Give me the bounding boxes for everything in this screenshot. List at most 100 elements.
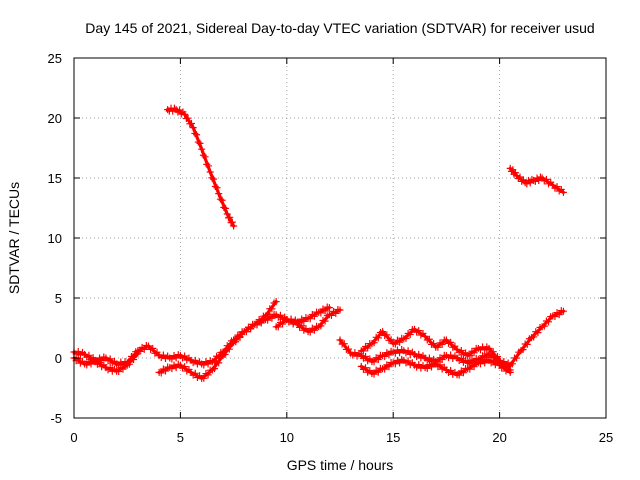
data-point-interp	[215, 359, 223, 367]
data-point	[325, 304, 333, 312]
series-track-i	[506, 164, 567, 196]
data-point-interp	[276, 311, 284, 319]
data-point-interp	[415, 350, 423, 358]
data-point-interp	[500, 363, 508, 371]
x-tick-label: 25	[599, 430, 613, 445]
data-layer	[70, 104, 567, 382]
data-point	[336, 306, 344, 314]
data-point-interp	[489, 357, 497, 365]
data-point-interp	[181, 352, 189, 360]
y-axis-label: SDTVAR / TECUs	[6, 182, 22, 294]
data-point-interp	[531, 177, 539, 185]
data-point-interp	[74, 355, 82, 363]
data-point-interp	[327, 311, 335, 319]
data-point-interp	[187, 119, 195, 127]
data-point-interp	[211, 182, 219, 190]
data-point	[164, 106, 172, 114]
data-point-interp	[534, 329, 542, 337]
data-point-interp	[130, 356, 138, 363]
data-point-interp	[374, 334, 382, 342]
data-point-interp	[218, 196, 226, 204]
data-point	[336, 336, 344, 344]
data-point	[506, 368, 514, 376]
data-point-interp	[383, 331, 391, 339]
data-point-interp	[459, 369, 467, 377]
data-point-interp	[201, 153, 209, 161]
data-point-interp	[362, 364, 370, 372]
data-point-interp	[106, 355, 114, 363]
x-tick-label: 10	[280, 430, 294, 445]
data-point-interp	[264, 311, 272, 319]
data-point-interp	[340, 340, 348, 348]
data-point-interp	[455, 371, 463, 379]
data-point-interp	[402, 334, 410, 342]
data-point-interp	[210, 365, 218, 373]
data-point	[215, 190, 223, 198]
x-tick-label: 0	[70, 430, 77, 445]
data-point-interp	[519, 346, 527, 354]
data-point-interp	[232, 338, 240, 346]
data-point-interp	[359, 347, 367, 355]
data-point	[181, 110, 189, 118]
data-point-interp	[184, 114, 192, 122]
chart-title: Day 145 of 2021, Sidereal Day-to-day VTE…	[85, 20, 594, 36]
x-axis-label: GPS time / hours	[287, 457, 394, 473]
data-point-interp	[191, 369, 199, 377]
data-point-interp	[381, 365, 389, 373]
data-point	[230, 222, 238, 230]
data-point-interp	[370, 358, 378, 366]
data-point-interp	[220, 203, 228, 211]
data-point-interp	[536, 173, 544, 181]
data-point-interp	[306, 315, 314, 323]
data-point-interp	[523, 340, 531, 348]
data-point	[513, 172, 521, 180]
data-point-interp	[268, 305, 276, 313]
data-point-interp	[396, 338, 404, 346]
data-point-interp	[191, 356, 199, 364]
series-track-a	[70, 303, 333, 369]
data-point-interp	[287, 316, 295, 324]
data-point	[206, 168, 214, 176]
data-point-interp	[106, 364, 114, 372]
data-point-interp	[225, 345, 233, 353]
data-point-interp	[140, 345, 148, 353]
data-point-interp	[310, 326, 318, 334]
y-tick-label: 10	[48, 231, 62, 246]
data-point-interp	[115, 368, 123, 375]
data-point-interp	[438, 356, 446, 363]
series-track-f	[357, 325, 514, 374]
data-point-interp	[96, 359, 104, 366]
data-point-interp	[391, 340, 399, 348]
y-tick-label: 0	[55, 351, 62, 366]
data-point	[379, 328, 387, 336]
series-track-g	[357, 355, 514, 379]
data-point-interp	[306, 328, 314, 336]
data-point-interp	[404, 357, 412, 365]
data-point-interp	[438, 340, 446, 348]
data-point-interp	[404, 347, 412, 355]
data-point-interp	[381, 352, 389, 360]
data-point-interp	[553, 183, 561, 191]
data-point-interp	[545, 318, 553, 326]
data-point-interp	[385, 351, 393, 359]
data-point-interp	[530, 333, 538, 341]
data-point-interp	[253, 320, 261, 328]
data-point-interp	[321, 317, 329, 325]
data-point-interp	[425, 354, 433, 362]
data-point-interp	[268, 314, 276, 322]
x-tick-label: 15	[386, 430, 400, 445]
series-track-c	[155, 298, 280, 382]
data-point-interp	[540, 322, 548, 330]
data-point-interp	[523, 180, 531, 188]
data-point-interp	[362, 353, 370, 360]
data-point-interp	[466, 365, 474, 373]
data-point-interp	[436, 361, 444, 369]
data-point-interp	[228, 218, 236, 226]
data-point-interp	[447, 366, 455, 374]
data-point-interp	[321, 307, 329, 315]
data-point-interp	[216, 195, 224, 203]
data-point	[559, 188, 567, 196]
data-point-interp	[298, 322, 306, 330]
data-point-interp	[542, 175, 550, 183]
